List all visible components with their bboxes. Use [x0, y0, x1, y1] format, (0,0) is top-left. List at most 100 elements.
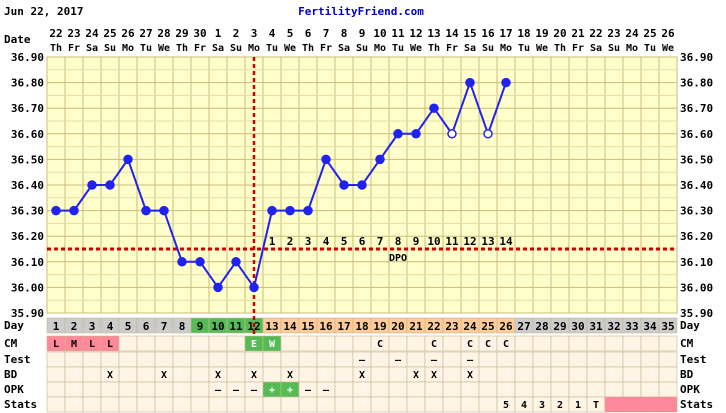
- day-row-cell: [658, 317, 678, 334]
- bd-value: X: [413, 370, 419, 381]
- temperature-point: [195, 257, 205, 267]
- stats-row-cell: [136, 396, 156, 413]
- opk-row-cell: [460, 381, 480, 398]
- opk-row-cell: [334, 381, 354, 398]
- test-row-cell: [280, 351, 300, 368]
- day-number: 8: [179, 320, 186, 333]
- opk-row-cell: [604, 381, 624, 398]
- bd-value: X: [467, 370, 473, 381]
- weekday-tick: Th: [176, 43, 188, 54]
- bd-value: X: [161, 370, 167, 381]
- weekday-tick: Tu: [518, 43, 530, 54]
- day-number: 24: [463, 320, 477, 333]
- day-number: 26: [499, 320, 513, 333]
- opk-row-cell: [154, 381, 174, 398]
- opk-value: –: [215, 385, 222, 396]
- opk-value: –: [323, 385, 330, 396]
- test-row-cell: [172, 351, 192, 368]
- day-number: 23: [445, 320, 458, 333]
- dpo-label: 8: [395, 235, 402, 248]
- dpo-label: 7: [377, 235, 384, 248]
- temperature-point: [357, 180, 367, 190]
- temperature-point: [123, 154, 133, 165]
- y-tick-left: 36.60: [11, 128, 44, 141]
- temperature-point: [303, 205, 313, 216]
- opk-row-cell: [172, 381, 192, 398]
- dpo-label: 2: [287, 235, 294, 248]
- bd-row-cell: [190, 366, 210, 383]
- date-tick: 4: [269, 27, 276, 40]
- opk-row-cell: [568, 381, 588, 398]
- dpo-label: 6: [359, 235, 366, 248]
- day-number: 25: [481, 320, 494, 333]
- dpo-label: 10: [427, 235, 440, 248]
- day-number: 5: [125, 320, 132, 333]
- test-row-cell: [316, 351, 336, 368]
- bd-row-cell: [118, 366, 138, 383]
- weekday-tick: Th: [428, 43, 440, 54]
- cm-row-cell: [298, 335, 318, 352]
- temperature-point: [159, 205, 169, 216]
- day-number: 35: [661, 320, 674, 333]
- cm-value: C: [485, 339, 491, 350]
- dpo-label: 1: [269, 235, 276, 248]
- test-row-cell: [244, 351, 264, 368]
- temperature-series: [51, 77, 511, 293]
- temperature-point: [447, 129, 457, 139]
- opk-row-cell: [46, 381, 66, 398]
- cm-row-cell: [136, 335, 156, 352]
- temperature-point: [411, 129, 421, 139]
- weekday-tick: We: [662, 43, 674, 54]
- opk-row-cell: [514, 381, 534, 398]
- date-tick: 8: [341, 27, 348, 40]
- weekday-tick: Mo: [122, 43, 134, 54]
- stats-row-cell: [352, 396, 372, 413]
- stats-row-cell: [424, 396, 444, 413]
- test-row-cell: [442, 351, 462, 368]
- date-tick: 15: [463, 27, 476, 40]
- chart-date: Jun 22, 2017: [4, 5, 83, 18]
- test-row-cell: [370, 351, 390, 368]
- date-tick: 11: [391, 27, 405, 40]
- bd-row-cell: [442, 366, 462, 383]
- cm-row-cell: [154, 335, 174, 352]
- cm-row-cell: [118, 335, 138, 352]
- date-tick: 9: [359, 27, 366, 40]
- stats-row-cell: [208, 396, 228, 413]
- test-row-cell: [298, 351, 318, 368]
- day-number: 17: [337, 320, 350, 333]
- date-tick: 1: [215, 27, 222, 40]
- cm-value: L: [107, 339, 113, 350]
- cm-row-cell: [658, 335, 678, 352]
- bd-row-cell: [46, 366, 66, 383]
- bd-row-cell: [478, 366, 498, 383]
- test-row-cell: [154, 351, 174, 368]
- day-number: 29: [553, 320, 566, 333]
- day-number: 4: [107, 320, 114, 333]
- y-tick-left: 36.90: [11, 51, 44, 64]
- day-number: 28: [535, 320, 548, 333]
- cm-row-cell: [550, 335, 570, 352]
- cm-row-cell: [352, 335, 372, 352]
- weekday-tick: Tu: [644, 43, 656, 54]
- stats-value: 1: [575, 400, 581, 411]
- stats-row-label: Stats: [4, 398, 37, 411]
- site-link[interactable]: FertilityFriend.com: [298, 5, 424, 18]
- temperature-line: [56, 79, 507, 290]
- test-row-cell: [82, 351, 102, 368]
- weekday-tick: Th: [302, 43, 314, 54]
- cm-row-label-right: CM: [680, 337, 694, 350]
- y-tick-right: 36.90: [680, 51, 713, 64]
- stats-row-cell: [100, 396, 120, 413]
- day-number: 21: [409, 320, 423, 333]
- y-tick-right: 36.40: [680, 179, 713, 192]
- weekday-tick: Su: [356, 43, 368, 54]
- day-number: 6: [143, 320, 150, 333]
- cm-row-cell: [226, 335, 246, 352]
- opk-value: +: [287, 385, 293, 396]
- cm-value: L: [53, 339, 59, 350]
- day-number: 32: [607, 320, 620, 333]
- temperature-point: [231, 257, 241, 267]
- weekday-tick: Sa: [86, 43, 98, 54]
- day-number: 31: [589, 320, 603, 333]
